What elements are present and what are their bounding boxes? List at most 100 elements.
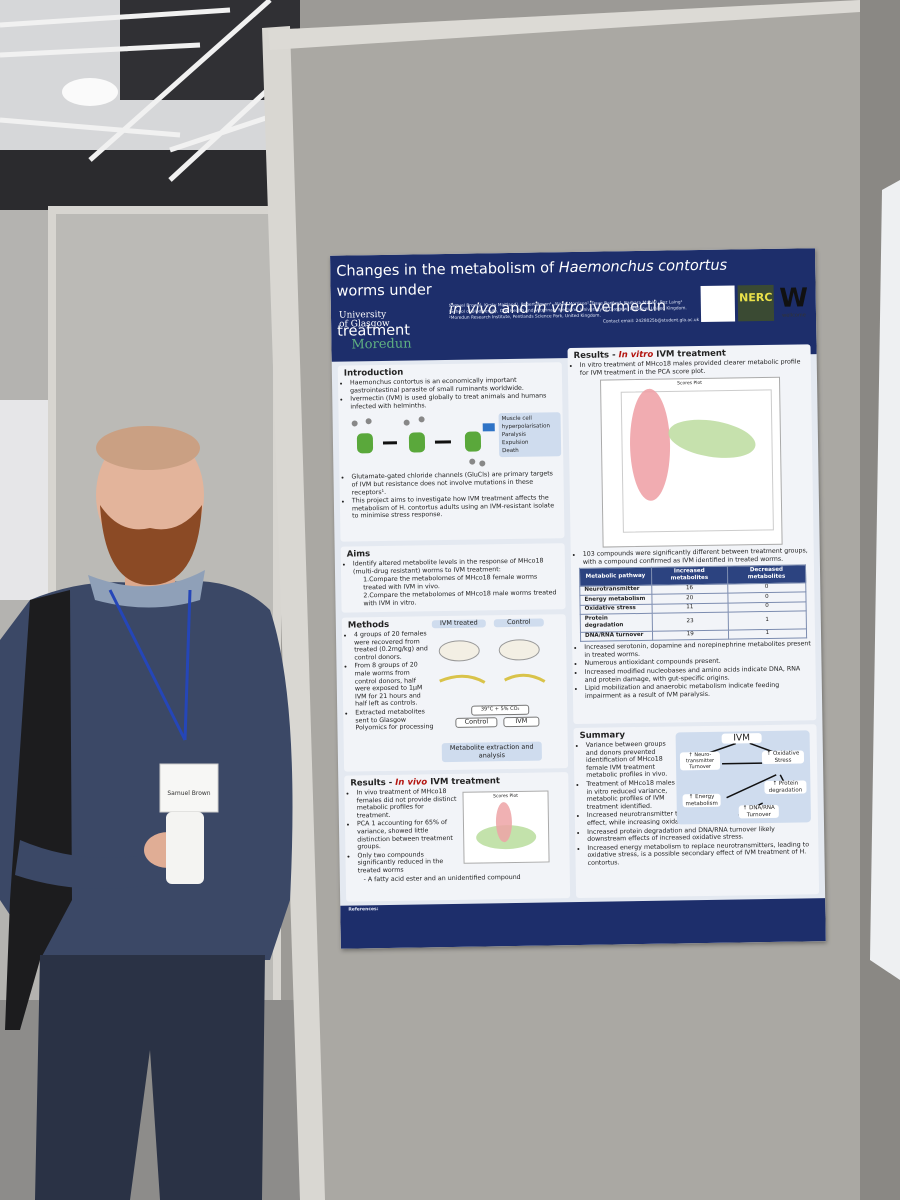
results-in-vitro: Results - In vitro IVM treatment In vitr… bbox=[567, 344, 817, 725]
label: Muscle cell hyperpolarisation bbox=[501, 416, 550, 431]
heading-text: IVM treatment bbox=[656, 348, 727, 360]
control-group: Control bbox=[455, 717, 498, 728]
sheep-drawing bbox=[438, 639, 546, 684]
heading-text: Results - bbox=[573, 350, 616, 361]
bullet-list: 103 compounds were significantly differe… bbox=[571, 547, 814, 566]
sheep bbox=[498, 639, 540, 661]
right-poster bbox=[870, 180, 900, 980]
table-cell: Protein degradation bbox=[580, 613, 653, 632]
heading-text: IVM treatment bbox=[430, 776, 501, 788]
channel-drawing bbox=[351, 416, 495, 467]
bullet-list: Glutamate-gated chloride channels (GluCl… bbox=[339, 471, 564, 521]
table-cell: 23 bbox=[651, 612, 729, 631]
node: ↑ Neuro-transmitter Turnover bbox=[679, 751, 721, 771]
poster: Changes in the metabolism of Haemonchus … bbox=[330, 248, 826, 949]
diagram-arrows bbox=[705, 742, 786, 817]
name-badge bbox=[159, 763, 219, 813]
title-text: worms under bbox=[336, 282, 432, 300]
results-in-vivo: Results - In vivo IVM treatment In vivo … bbox=[344, 772, 571, 902]
logo-text: of Glasgow bbox=[339, 318, 390, 330]
pca-drawing bbox=[620, 389, 774, 533]
table-header-cell: Metabolic pathway bbox=[579, 567, 652, 586]
logo-glasgow: University of Glasgow bbox=[339, 310, 390, 330]
table-header-cell: Decreased metabolites bbox=[727, 565, 806, 584]
plot-frame bbox=[620, 389, 774, 533]
bullet: This project aims to investigate how IVM… bbox=[352, 494, 560, 520]
table-cell: 19 bbox=[652, 629, 729, 641]
node: ↑ Oxidative Stress bbox=[761, 750, 805, 765]
beard bbox=[100, 505, 202, 585]
heading-text: In vivo bbox=[395, 777, 428, 788]
table-header-cell: Increased metabolites bbox=[651, 566, 728, 585]
references: References: bbox=[340, 898, 826, 949]
title-text: Haemonchus contortus bbox=[558, 257, 728, 277]
methods: Methods 4 groups of 20 females were reco… bbox=[341, 614, 569, 772]
incubation-label: 39°C + 5% CO₂ bbox=[471, 704, 530, 716]
ivm-treated-label: IVM treated bbox=[431, 619, 486, 628]
logo-polyomics bbox=[700, 285, 736, 322]
pathway-table: Metabolic pathway Increased metabolites De… bbox=[579, 565, 807, 642]
sheep bbox=[438, 640, 480, 662]
mechanism-diagram: Muscle cell hyperpolarisation Paralysis Ex… bbox=[338, 409, 563, 475]
pca-drawing bbox=[476, 802, 537, 850]
channels bbox=[356, 431, 482, 454]
hair bbox=[96, 426, 200, 470]
table-body: Neurotransmitter 16 0 Energy metabolism 20 0 O… bbox=[579, 582, 807, 642]
ions bbox=[351, 416, 486, 467]
logo-moredun: Moredun bbox=[351, 336, 412, 353]
node: ↑ Energy metabolism bbox=[682, 793, 721, 808]
arm bbox=[15, 840, 175, 889]
board-top bbox=[268, 0, 860, 50]
logo-nerc: NERC bbox=[737, 284, 775, 322]
ceiling-shadow bbox=[0, 150, 290, 210]
bullet-list: In vivo treatment of MHco18 females did … bbox=[344, 788, 461, 875]
bullet-list: In vitro treatment of MHco18 males provi… bbox=[568, 358, 811, 377]
arrows bbox=[705, 742, 786, 817]
aims: Aims Identify altered metabolite levels … bbox=[340, 543, 566, 613]
ivm-molecule bbox=[482, 423, 495, 432]
bullet-list: 4 groups of 20 females were recovered fr… bbox=[342, 630, 438, 732]
ceiling-light bbox=[62, 78, 118, 106]
logo-text: W bbox=[779, 283, 809, 314]
bullet: Treatment of MHco18 males in vitro reduc… bbox=[586, 779, 676, 811]
references-heading: References: bbox=[348, 907, 379, 913]
heading: Results - In vivo IVM treatment bbox=[350, 775, 562, 788]
ellipse-ivm bbox=[495, 802, 512, 843]
jeans bbox=[35, 955, 265, 1200]
pca-plot-in-vitro: Scores Plot bbox=[599, 376, 783, 548]
ellipse-ivm bbox=[629, 389, 670, 501]
plot-title: Scores Plot bbox=[493, 793, 519, 800]
lanyard bbox=[108, 589, 192, 741]
badge-name: Samuel Brown bbox=[167, 790, 210, 797]
introduction: Introduction Haemonchus contortus is an … bbox=[337, 362, 565, 542]
bullet-list: Haemonchus contortus is an economically … bbox=[338, 376, 562, 411]
poster-title: Changes in the metabolism of Haemonchus … bbox=[336, 255, 737, 341]
bullet: In vivo treatment of MHco18 females did … bbox=[356, 788, 456, 820]
board-frame bbox=[262, 26, 325, 1200]
bullet: Variance between groups and donors preve… bbox=[586, 740, 677, 780]
ivm-group: IVM bbox=[503, 716, 540, 727]
label: Death bbox=[502, 448, 519, 455]
authors: Samuel Brown¹, Kirsty Maitland¹, Robert … bbox=[449, 300, 699, 328]
effect-labels: Muscle cell hyperpolarisation Paralysis Ex… bbox=[498, 412, 562, 458]
worms bbox=[439, 673, 546, 684]
bullet-list: Increased serotonin, dopamine and norepi… bbox=[572, 640, 816, 700]
summary: Summary Variance between groups and dono… bbox=[573, 724, 820, 899]
bullet-list: Variance between groups and donors preve… bbox=[574, 740, 681, 811]
trusses bbox=[0, 0, 302, 182]
bullet: 1.Compare the metabolomes of MHco18 fema… bbox=[363, 573, 538, 592]
arrows bbox=[382, 440, 451, 445]
sub-list: 1.Compare the metabolomes of MHco18 fema… bbox=[341, 573, 565, 608]
heading-text: Results - bbox=[350, 777, 393, 789]
bullet: PCA 1 accounting for 65% of variance, sh… bbox=[357, 819, 457, 851]
bullet: 4 groups of 20 females were recovered fr… bbox=[354, 630, 432, 662]
extraction-box: Metabolite extraction and analysis bbox=[441, 741, 542, 763]
table-cell: 1 bbox=[728, 628, 807, 640]
ellipse-control bbox=[667, 419, 755, 459]
bullet: Glutamate-gated chloride channels (GluCl… bbox=[351, 471, 559, 497]
bullet: Extracted metabolites sent to Glasgow Po… bbox=[355, 708, 433, 732]
bullet: Only two compounds significantly reduced… bbox=[357, 851, 457, 875]
